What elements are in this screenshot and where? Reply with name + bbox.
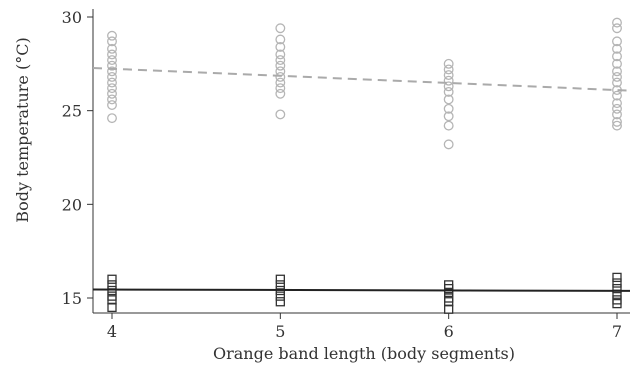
axes: 15 20 25 30 4 5 6 7 — [62, 8, 630, 341]
x-tick-label: 7 — [612, 322, 622, 341]
data-point-circle — [443, 111, 454, 122]
data-point-circle — [612, 98, 622, 109]
data-point-circle — [107, 55, 117, 66]
data-point-circle — [275, 71, 286, 82]
data-point-circle — [443, 64, 454, 75]
x-tick-label: 6 — [444, 322, 454, 341]
data-point-circle — [275, 109, 286, 120]
y-axis-label: Body temperature (°C) — [13, 37, 32, 222]
data-point-circle — [107, 113, 117, 124]
data-point-circle — [107, 83, 117, 94]
x-axis-label: Orange band length (body segments) — [213, 344, 515, 363]
data-point-circle — [612, 58, 622, 69]
data-point-square — [275, 297, 285, 307]
data-point-square — [612, 272, 622, 283]
data-point-square — [107, 302, 117, 313]
data-point-circle — [275, 88, 286, 99]
data-point-circle — [443, 86, 454, 97]
x-tick-label: 4 — [107, 322, 117, 341]
data-point-circle — [275, 23, 286, 34]
data-point-square — [612, 298, 622, 309]
y-tick-label: 30 — [62, 8, 82, 27]
data-point-circle — [275, 83, 286, 94]
data-point-square — [275, 280, 285, 290]
data-point-circle — [612, 116, 622, 127]
data-point-circle — [107, 94, 117, 105]
data-point-square — [444, 287, 454, 298]
data-point-circle — [612, 77, 622, 88]
data-point-circle — [443, 81, 454, 92]
data-point-square — [107, 280, 117, 290]
data-point-square — [107, 274, 117, 284]
data-point-circle — [107, 100, 117, 110]
data-point-circle — [107, 77, 117, 88]
data-point-circle — [612, 23, 622, 34]
y-tick-label: 20 — [62, 195, 82, 214]
data-point-circle — [612, 43, 622, 54]
data-point-circle — [275, 49, 286, 60]
data-point-circle — [443, 139, 454, 150]
data-point-circle — [275, 42, 286, 52]
x-tick-label: 5 — [275, 322, 285, 341]
data-point-circle — [275, 55, 286, 66]
data-point-square — [444, 304, 454, 314]
data-point-circle — [612, 90, 622, 101]
data-point-circle — [275, 60, 286, 71]
data-point-circle — [107, 66, 117, 77]
data-point-circle — [443, 103, 454, 114]
data-point-square — [275, 274, 285, 284]
data-point-circle — [275, 34, 286, 45]
data-point-circle — [107, 43, 117, 54]
trend-line-solid — [92, 288, 631, 292]
data-point-circle — [612, 109, 622, 120]
data-point-circle — [275, 77, 286, 88]
data-point-circle — [107, 36, 117, 47]
data-point-circle — [107, 30, 117, 41]
data-point-circle — [443, 75, 454, 86]
data-point-circle — [443, 70, 454, 81]
data-point-circle — [612, 66, 622, 77]
data-point-circle — [443, 58, 454, 69]
data-point-circle — [443, 120, 454, 131]
data-point-circle — [107, 88, 117, 99]
data-point-circle — [612, 103, 622, 114]
data-point-circle — [612, 120, 622, 131]
data-point-square — [612, 278, 622, 288]
data-point-square — [275, 291, 285, 301]
data-point-circle — [612, 36, 622, 47]
trend-layer — [92, 66, 631, 292]
data-point-circle — [612, 17, 622, 28]
data-point-square — [612, 283, 622, 294]
y-tick-label: 15 — [62, 289, 82, 308]
data-point-circle — [107, 49, 117, 60]
series-layer — [107, 17, 622, 314]
y-tick-label: 25 — [62, 102, 82, 121]
data-point-circle — [612, 71, 622, 82]
data-point-circle — [443, 94, 454, 105]
data-point-circle — [612, 51, 622, 62]
data-point-circle — [107, 71, 117, 82]
data-point-circle — [107, 60, 117, 71]
trend-line-dashed — [92, 66, 631, 92]
